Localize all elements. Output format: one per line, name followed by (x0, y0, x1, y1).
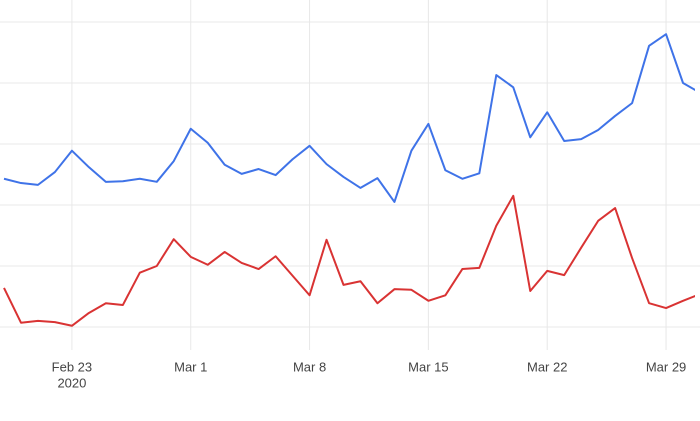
series-line (3, 194, 695, 327)
x-tick-label: Mar 22 (527, 359, 567, 374)
x-tick-label: Mar 1 (174, 359, 207, 374)
x-year-label: 2020 (57, 375, 86, 390)
plot-area (3, 33, 695, 327)
x-tick-label: Mar 15 (408, 359, 448, 374)
x-tick-label: Mar 29 (646, 359, 686, 374)
x-tick-label: Feb 23 (52, 359, 92, 374)
x-tick-label: Mar 8 (293, 359, 326, 374)
series-line (3, 33, 695, 203)
